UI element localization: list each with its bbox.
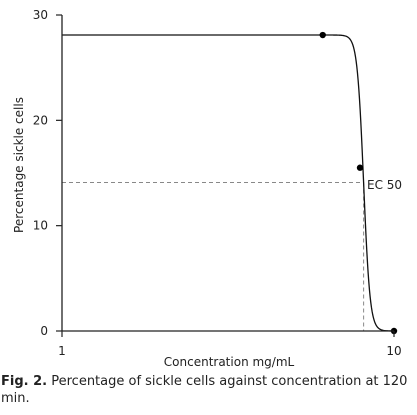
caption-label: Fig. 2. bbox=[1, 374, 48, 389]
y-tick-label: 0 bbox=[40, 324, 48, 338]
x-ticks: 1 10 bbox=[58, 331, 402, 358]
ec50-guide-lines bbox=[62, 181, 365, 331]
chart: 0 10 20 30 1 10 EC 50 Concentration mg/mL Pe… bbox=[12, 8, 402, 369]
series-curve bbox=[62, 34, 395, 332]
caption-text: Percentage of sickle cells against conce… bbox=[1, 374, 408, 406]
y-axis-title: Percentage sickle cells bbox=[12, 97, 26, 233]
y-ticks: 0 10 20 30 bbox=[33, 8, 62, 338]
x-axis-title: Concentration mg/mL bbox=[164, 355, 295, 369]
y-tick-label: 30 bbox=[33, 8, 48, 22]
data-point bbox=[356, 164, 364, 171]
figure-caption: Fig. 2. Percentage of sickle cells again… bbox=[1, 373, 413, 407]
data-point bbox=[319, 31, 326, 39]
x-tick-label: 1 bbox=[58, 344, 66, 358]
ec50-label: EC 50 bbox=[367, 178, 402, 192]
y-tick-label: 10 bbox=[33, 219, 48, 233]
x-tick-label: 10 bbox=[386, 344, 401, 358]
y-tick-label: 20 bbox=[33, 113, 48, 127]
